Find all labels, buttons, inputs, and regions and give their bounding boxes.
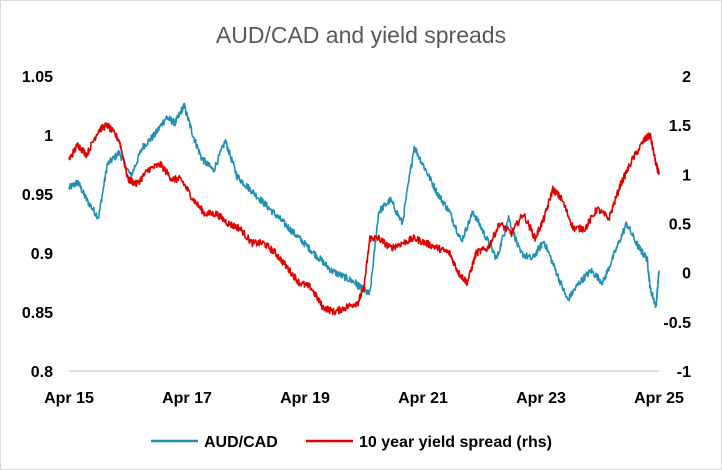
series-line-yield-spread xyxy=(68,122,660,316)
x-tick-label: Apr 19 xyxy=(280,390,330,407)
x-axis-ticks: Apr 15 Apr 17 Apr 19 Apr 21 Apr 23 Apr 25 xyxy=(44,390,684,407)
right-tick-label: -1 xyxy=(677,364,691,381)
left-tick-label: 1.05 xyxy=(22,69,53,86)
x-tick-label: Apr 25 xyxy=(634,390,684,407)
left-tick-label: 0.9 xyxy=(31,246,53,263)
legend: AUD/CAD 10 year yield spread (rhs) xyxy=(151,434,552,451)
series-layer xyxy=(68,102,660,316)
x-tick-label: Apr 23 xyxy=(516,390,566,407)
x-tick-label: Apr 15 xyxy=(44,390,94,407)
x-tick-label: Apr 17 xyxy=(162,390,212,407)
left-tick-label: 0.85 xyxy=(22,305,53,322)
legend-label: AUD/CAD xyxy=(204,434,278,451)
right-tick-label: 0.5 xyxy=(669,217,691,234)
left-axis-ticks: 1.05 1 0.95 0.9 0.85 0.8 xyxy=(22,69,53,381)
x-tick-label: Apr 21 xyxy=(398,390,448,407)
legend-label: 10 year yield spread (rhs) xyxy=(359,434,552,451)
right-tick-label: 0 xyxy=(682,266,691,283)
right-tick-label: -0.5 xyxy=(663,315,691,332)
right-tick-label: 1 xyxy=(682,167,691,184)
left-tick-label: 1 xyxy=(44,128,53,145)
right-tick-label: 1.5 xyxy=(669,118,691,135)
series-line-audcad xyxy=(68,102,660,309)
chart-title: AUD/CAD and yield spreads xyxy=(216,22,506,48)
left-tick-label: 0.95 xyxy=(22,187,53,204)
right-tick-label: 2 xyxy=(682,69,691,86)
left-tick-label: 0.8 xyxy=(31,364,53,381)
right-axis-ticks: 2 1.5 1 0.5 0 -0.5 -1 xyxy=(663,69,691,381)
